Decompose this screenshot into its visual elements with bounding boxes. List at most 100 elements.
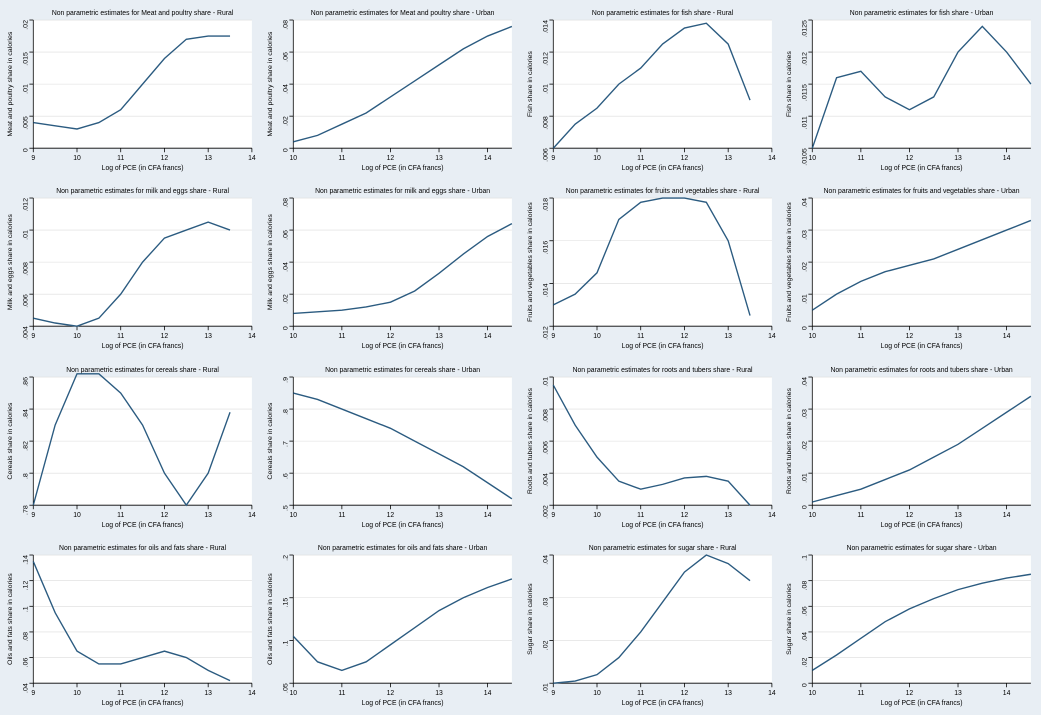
x-tick-label: 12 <box>906 333 914 340</box>
x-tick-label: 10 <box>593 512 601 519</box>
y-tick-label: .005 <box>22 116 29 130</box>
y-tick-label: 0 <box>282 326 289 330</box>
x-tick-label: 11 <box>858 155 865 162</box>
y-axis-label: Roots and tubers share in calories <box>526 387 533 494</box>
chart-title: Non parametric estimates for fruits and … <box>565 188 759 195</box>
x-tick-label: 12 <box>161 512 169 519</box>
x-tick-label: 10 <box>809 512 817 519</box>
x-tick-label: 12 <box>906 512 914 519</box>
y-tick-label: .14 <box>22 555 29 565</box>
y-tick-label: .012 <box>802 52 809 66</box>
y-tick-label: .08 <box>22 632 29 642</box>
x-tick-label: 11 <box>637 512 644 519</box>
plot-area <box>293 555 512 683</box>
plot-area <box>33 555 252 683</box>
y-axis-label: Cereals share in calories <box>7 402 14 480</box>
x-tick-label: 10 <box>73 333 81 340</box>
x-tick-label: 11 <box>338 155 345 162</box>
x-tick-label: 13 <box>724 155 732 162</box>
chart-panel-roots-rural: Non parametric estimates for roots and t… <box>524 361 778 533</box>
y-tick-label: .04 <box>802 198 809 208</box>
y-tick-label: .01 <box>542 683 549 693</box>
x-tick-label: 10 <box>593 155 601 162</box>
x-tick-label: 12 <box>161 333 169 340</box>
y-tick-label: 0 <box>22 148 29 152</box>
y-tick-label: .008 <box>542 116 549 130</box>
y-tick-label: .014 <box>542 284 549 298</box>
y-tick-label: .018 <box>542 198 549 212</box>
y-tick-label: .014 <box>542 20 549 34</box>
y-tick-label: .08 <box>802 580 809 590</box>
y-tick-label: .008 <box>22 262 29 276</box>
x-tick-label: 12 <box>906 690 914 697</box>
x-tick-label: 14 <box>248 155 256 162</box>
x-tick-label: 14 <box>484 512 492 519</box>
y-tick-label: .0125 <box>802 20 809 38</box>
y-tick-label: .08 <box>282 20 289 30</box>
x-tick-label: 9 <box>31 512 35 519</box>
chart-panel-roots-urban: Non parametric estimates for roots and t… <box>783 361 1037 533</box>
x-tick-label: 9 <box>551 512 555 519</box>
y-tick-label: .004 <box>22 326 29 340</box>
x-tick-label: 9 <box>31 690 35 697</box>
x-tick-label: 12 <box>386 512 394 519</box>
y-tick-label: .9 <box>282 376 289 382</box>
x-tick-label: 13 <box>204 690 212 697</box>
y-tick-label: .016 <box>542 241 549 255</box>
x-tick-label: 13 <box>724 512 732 519</box>
chart-title: Non parametric estimates for roots and t… <box>831 366 1013 373</box>
x-tick-label: 10 <box>809 690 817 697</box>
y-tick-label: .02 <box>282 294 289 304</box>
x-tick-label: 9 <box>31 333 35 340</box>
y-tick-label: 0 <box>282 148 289 152</box>
chart-title: Non parametric estimates for sugar share… <box>847 545 997 552</box>
x-tick-label: 12 <box>906 155 914 162</box>
y-tick-label: .06 <box>282 52 289 62</box>
x-tick-label: 12 <box>680 690 688 697</box>
x-tick-label: 14 <box>1003 690 1011 697</box>
x-tick-label: 13 <box>724 333 732 340</box>
x-tick-label: 12 <box>386 690 394 697</box>
chart-title: Non parametric estimates for roots and t… <box>572 366 752 373</box>
y-axis-label: Meat and poultry share in calories <box>267 31 274 137</box>
x-tick-label: 14 <box>1003 155 1011 162</box>
x-tick-label: 10 <box>593 333 601 340</box>
x-axis-label: Log of PCE (in CFA francs) <box>881 165 963 172</box>
x-tick-label: 13 <box>435 155 443 162</box>
chart-title: Non parametric estimates for Meat and po… <box>52 10 234 17</box>
y-tick-label: .04 <box>542 555 549 565</box>
x-tick-label: 14 <box>768 512 776 519</box>
x-tick-label: 9 <box>551 690 555 697</box>
y-axis-label: Oils and fats share in calories <box>267 572 274 664</box>
chart-title: Non parametric estimates for Meat and po… <box>310 10 494 17</box>
y-tick-label: .5 <box>282 505 289 511</box>
y-tick-label: 0 <box>802 683 809 687</box>
x-tick-label: 14 <box>484 155 492 162</box>
y-tick-label: .06 <box>802 606 809 616</box>
y-tick-label: .8 <box>282 408 289 414</box>
x-axis-label: Log of PCE (in CFA francs) <box>102 700 184 707</box>
x-tick-label: 11 <box>117 690 124 697</box>
chart-title: Non parametric estimates for oils and fa… <box>318 545 488 552</box>
y-tick-label: .06 <box>282 230 289 240</box>
chart-title: Non parametric estimates for sugar share… <box>588 545 736 552</box>
y-axis-label: Oils and fats share in calories <box>7 572 14 664</box>
x-tick-label: 12 <box>680 155 688 162</box>
y-tick-label: .04 <box>282 84 289 94</box>
x-tick-label: 12 <box>161 690 169 697</box>
y-axis-label: Fruits and vegetables share in calories <box>526 202 533 322</box>
y-tick-label: .012 <box>22 198 29 212</box>
y-tick-label: .2 <box>282 555 289 561</box>
x-axis-label: Log of PCE (in CFA francs) <box>361 343 443 350</box>
x-tick-label: 11 <box>117 512 124 519</box>
x-axis-label: Log of PCE (in CFA francs) <box>621 522 703 529</box>
y-axis-label: Sugar share in calories <box>526 583 533 655</box>
chart-title: Non parametric estimates for fish share … <box>850 10 994 17</box>
y-tick-label: .011 <box>802 116 809 129</box>
x-axis-label: Log of PCE (in CFA francs) <box>621 700 703 707</box>
plot-area <box>553 555 772 683</box>
x-tick-label: 10 <box>289 512 297 519</box>
x-axis-label: Log of PCE (in CFA francs) <box>881 522 963 529</box>
y-tick-label: .1 <box>22 606 29 612</box>
x-tick-label: 9 <box>551 333 555 340</box>
